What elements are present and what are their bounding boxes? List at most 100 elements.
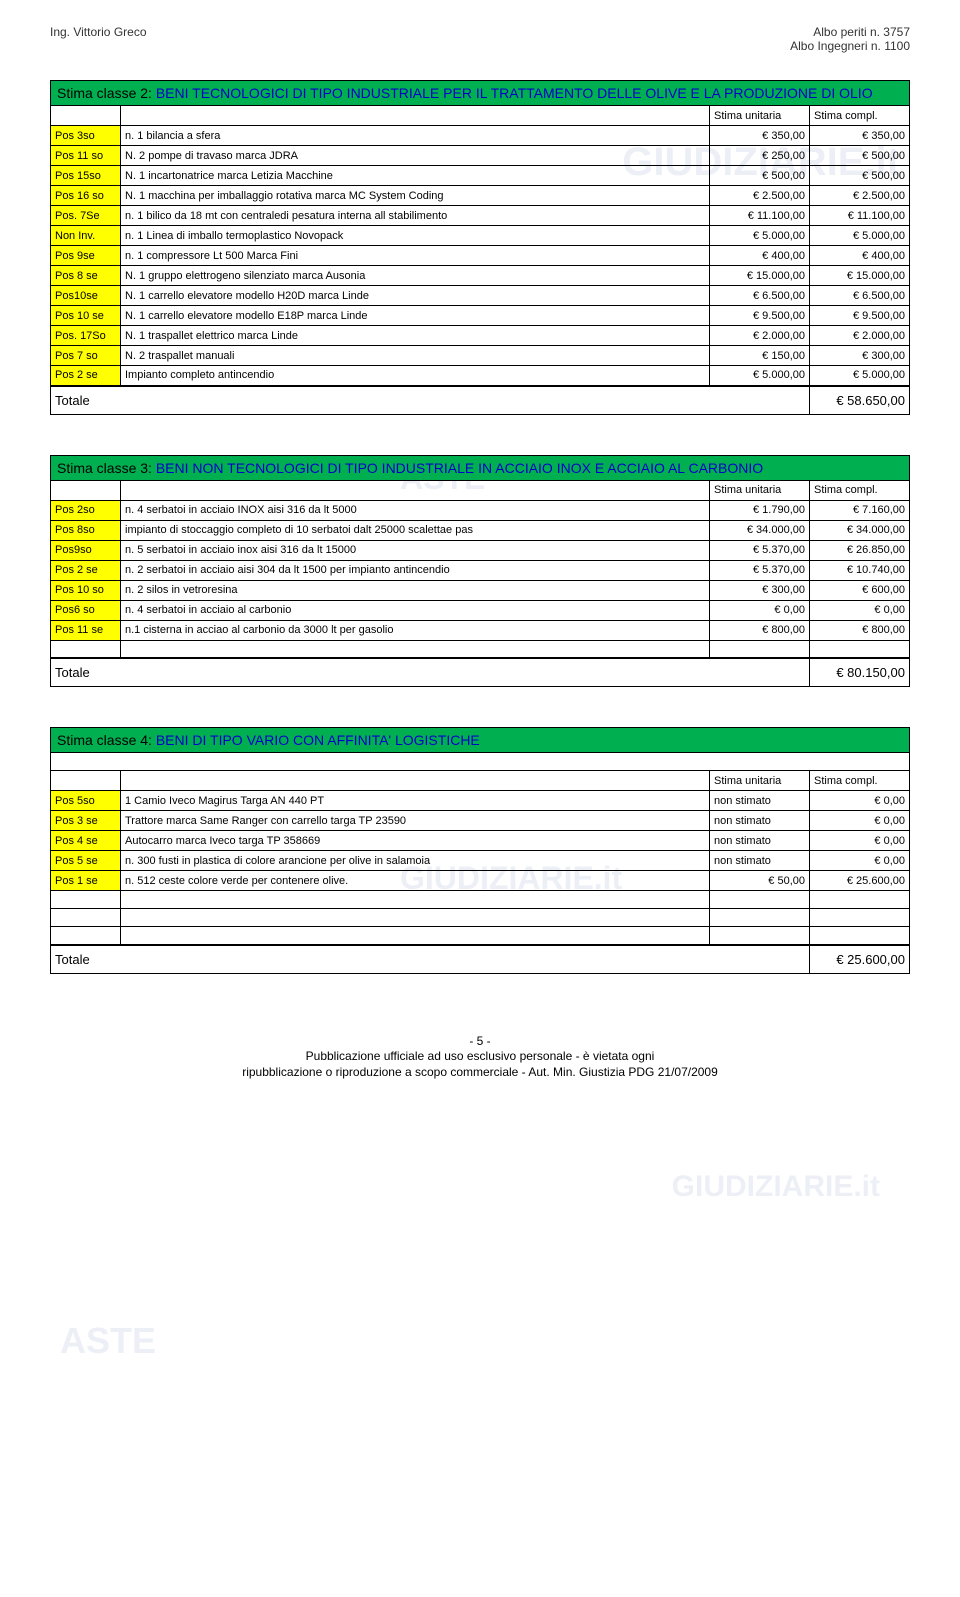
- empty-cell: [810, 909, 910, 927]
- content: Stima classe 2: BENI TECNOLOGICI DI TIPO…: [50, 80, 910, 974]
- unit-cell: € 0,00: [710, 600, 810, 620]
- desc-cell: n. 4 serbatoi in acciaio INOX aisi 316 d…: [121, 500, 710, 520]
- header-right-2: Albo Ingegneri n. 1100: [790, 39, 910, 53]
- empty-cell: [121, 640, 710, 658]
- table-row: Pos 2 seImpianto completo antincendio€ 5…: [51, 366, 910, 386]
- watermark: GIUDIZIARIE.it: [672, 1170, 880, 1204]
- desc-cell: N. 2 pompe di travaso marca JDRA: [121, 146, 710, 166]
- pos-cell: Pos 10 se: [51, 306, 121, 326]
- unit-cell: € 34.000,00: [710, 520, 810, 540]
- unit-cell: € 5.370,00: [710, 560, 810, 580]
- desc-cell: n.1 cisterna in acciao al carbonio da 30…: [121, 620, 710, 640]
- unit-cell: € 11.100,00: [710, 206, 810, 226]
- pos-cell: Pos 8 se: [51, 266, 121, 286]
- compl-cell: € 11.100,00: [810, 206, 910, 226]
- unit-cell: € 500,00: [710, 166, 810, 186]
- table-row: Pos 5 sen. 300 fusti in plastica di colo…: [51, 851, 910, 871]
- table-row: Pos 2son. 4 serbatoi in acciaio INOX ais…: [51, 500, 910, 520]
- estimate-table: Stima classe 4: BENI DI TIPO VARIO CON A…: [50, 727, 910, 974]
- unit-cell: € 350,00: [710, 126, 810, 146]
- desc-cell: n. 2 silos in vetroresina: [121, 580, 710, 600]
- total-value: € 25.600,00: [810, 945, 910, 974]
- table-row: Pos 3 seTrattore marca Same Ranger con c…: [51, 811, 910, 831]
- empty-cell: [51, 909, 121, 927]
- col-pos: [51, 106, 121, 126]
- desc-cell: N. 1 carrello elevatore modello E18P mar…: [121, 306, 710, 326]
- desc-cell: impianto di stoccaggio completo di 10 se…: [121, 520, 710, 540]
- total-label: Totale: [51, 945, 810, 974]
- watermark: ASTE: [60, 1320, 156, 1362]
- compl-cell: € 0,00: [810, 851, 910, 871]
- unit-cell: € 15.000,00: [710, 266, 810, 286]
- table-row: Pos 4 seAutocarro marca Iveco targa TP 3…: [51, 831, 910, 851]
- desc-cell: Autocarro marca Iveco targa TP 358669: [121, 831, 710, 851]
- desc-cell: N. 1 macchina per imballaggio rotativa m…: [121, 186, 710, 206]
- footer-line2: ripubblicazione o riproduzione a scopo c…: [50, 1065, 910, 1081]
- total-value: € 80.150,00: [810, 658, 910, 687]
- compl-cell: € 500,00: [810, 146, 910, 166]
- compl-cell: € 26.850,00: [810, 540, 910, 560]
- table-row: Pos 7 soN. 2 traspallet manuali€ 150,00€…: [51, 346, 910, 366]
- pos-cell: Pos. 7Se: [51, 206, 121, 226]
- empty-cell: [710, 640, 810, 658]
- table-row: Pos. 7Sen. 1 bilico da 18 mt con central…: [51, 206, 910, 226]
- table-row: Pos6 son. 4 serbatoi in acciaio al carbo…: [51, 600, 910, 620]
- compl-cell: € 2.500,00: [810, 186, 910, 206]
- unit-cell: non stimato: [710, 791, 810, 811]
- empty-cell: [121, 927, 710, 945]
- unit-cell: € 5.370,00: [710, 540, 810, 560]
- table-title: Stima classe 2: BENI TECNOLOGICI DI TIPO…: [51, 81, 910, 106]
- pos-cell: Pos 15so: [51, 166, 121, 186]
- table-row: Pos 2 sen. 2 serbatoi in acciaio aisi 30…: [51, 560, 910, 580]
- unit-cell: € 5.000,00: [710, 366, 810, 386]
- header-right-1: Albo periti n. 3757: [790, 25, 910, 39]
- spacer: [51, 753, 910, 771]
- compl-cell: € 25.600,00: [810, 871, 910, 891]
- col-compl: Stima compl.: [810, 771, 910, 791]
- compl-cell: € 500,00: [810, 166, 910, 186]
- compl-cell: € 0,00: [810, 600, 910, 620]
- desc-cell: N. 1 traspallet elettrico marca Linde: [121, 326, 710, 346]
- desc-cell: N. 2 traspallet manuali: [121, 346, 710, 366]
- desc-cell: n. 4 serbatoi in acciaio al carbonio: [121, 600, 710, 620]
- pos-cell: Pos6 so: [51, 600, 121, 620]
- table-row: Pos 16 soN. 1 macchina per imballaggio r…: [51, 186, 910, 206]
- unit-cell: € 2.500,00: [710, 186, 810, 206]
- pos-cell: Pos 8so: [51, 520, 121, 540]
- desc-cell: n. 300 fusti in plastica di colore aranc…: [121, 851, 710, 871]
- pos-cell: Pos 1 se: [51, 871, 121, 891]
- pos-cell: Pos 5 se: [51, 851, 121, 871]
- compl-cell: € 350,00: [810, 126, 910, 146]
- unit-cell: € 5.000,00: [710, 226, 810, 246]
- compl-cell: € 0,00: [810, 791, 910, 811]
- desc-cell: n. 1 bilancia a sfera: [121, 126, 710, 146]
- col-pos: [51, 771, 121, 791]
- pos-cell: Pos 9se: [51, 246, 121, 266]
- compl-cell: € 400,00: [810, 246, 910, 266]
- compl-cell: € 10.740,00: [810, 560, 910, 580]
- unit-cell: non stimato: [710, 831, 810, 851]
- desc-cell: 1 Camio Iveco Magirus Targa AN 440 PT: [121, 791, 710, 811]
- desc-cell: n. 1 bilico da 18 mt con centraledi pesa…: [121, 206, 710, 226]
- pos-cell: Pos 7 so: [51, 346, 121, 366]
- estimate-table: Stima classe 3: BENI NON TECNOLOGICI DI …: [50, 455, 910, 688]
- pos-cell: Pos 11 se: [51, 620, 121, 640]
- empty-cell: [710, 927, 810, 945]
- pos-cell: Pos10se: [51, 286, 121, 306]
- pos-cell: Pos 5so: [51, 791, 121, 811]
- col-unit: Stima unitaria: [710, 106, 810, 126]
- table-row: Pos 9sen. 1 compressore Lt 500 Marca Fin…: [51, 246, 910, 266]
- desc-cell: Impianto completo antincendio: [121, 366, 710, 386]
- unit-cell: non stimato: [710, 811, 810, 831]
- unit-cell: € 400,00: [710, 246, 810, 266]
- footer-line1: Pubblicazione ufficiale ad uso esclusivo…: [50, 1049, 910, 1065]
- unit-cell: € 300,00: [710, 580, 810, 600]
- empty-cell: [121, 891, 710, 909]
- compl-cell: € 0,00: [810, 811, 910, 831]
- col-desc: [121, 771, 710, 791]
- unit-cell: € 2.000,00: [710, 326, 810, 346]
- header-left: Ing. Vittorio Greco: [50, 25, 147, 39]
- pos-cell: Pos 3so: [51, 126, 121, 146]
- pos-cell: Pos 10 so: [51, 580, 121, 600]
- table-title: Stima classe 3: BENI NON TECNOLOGICI DI …: [51, 455, 910, 480]
